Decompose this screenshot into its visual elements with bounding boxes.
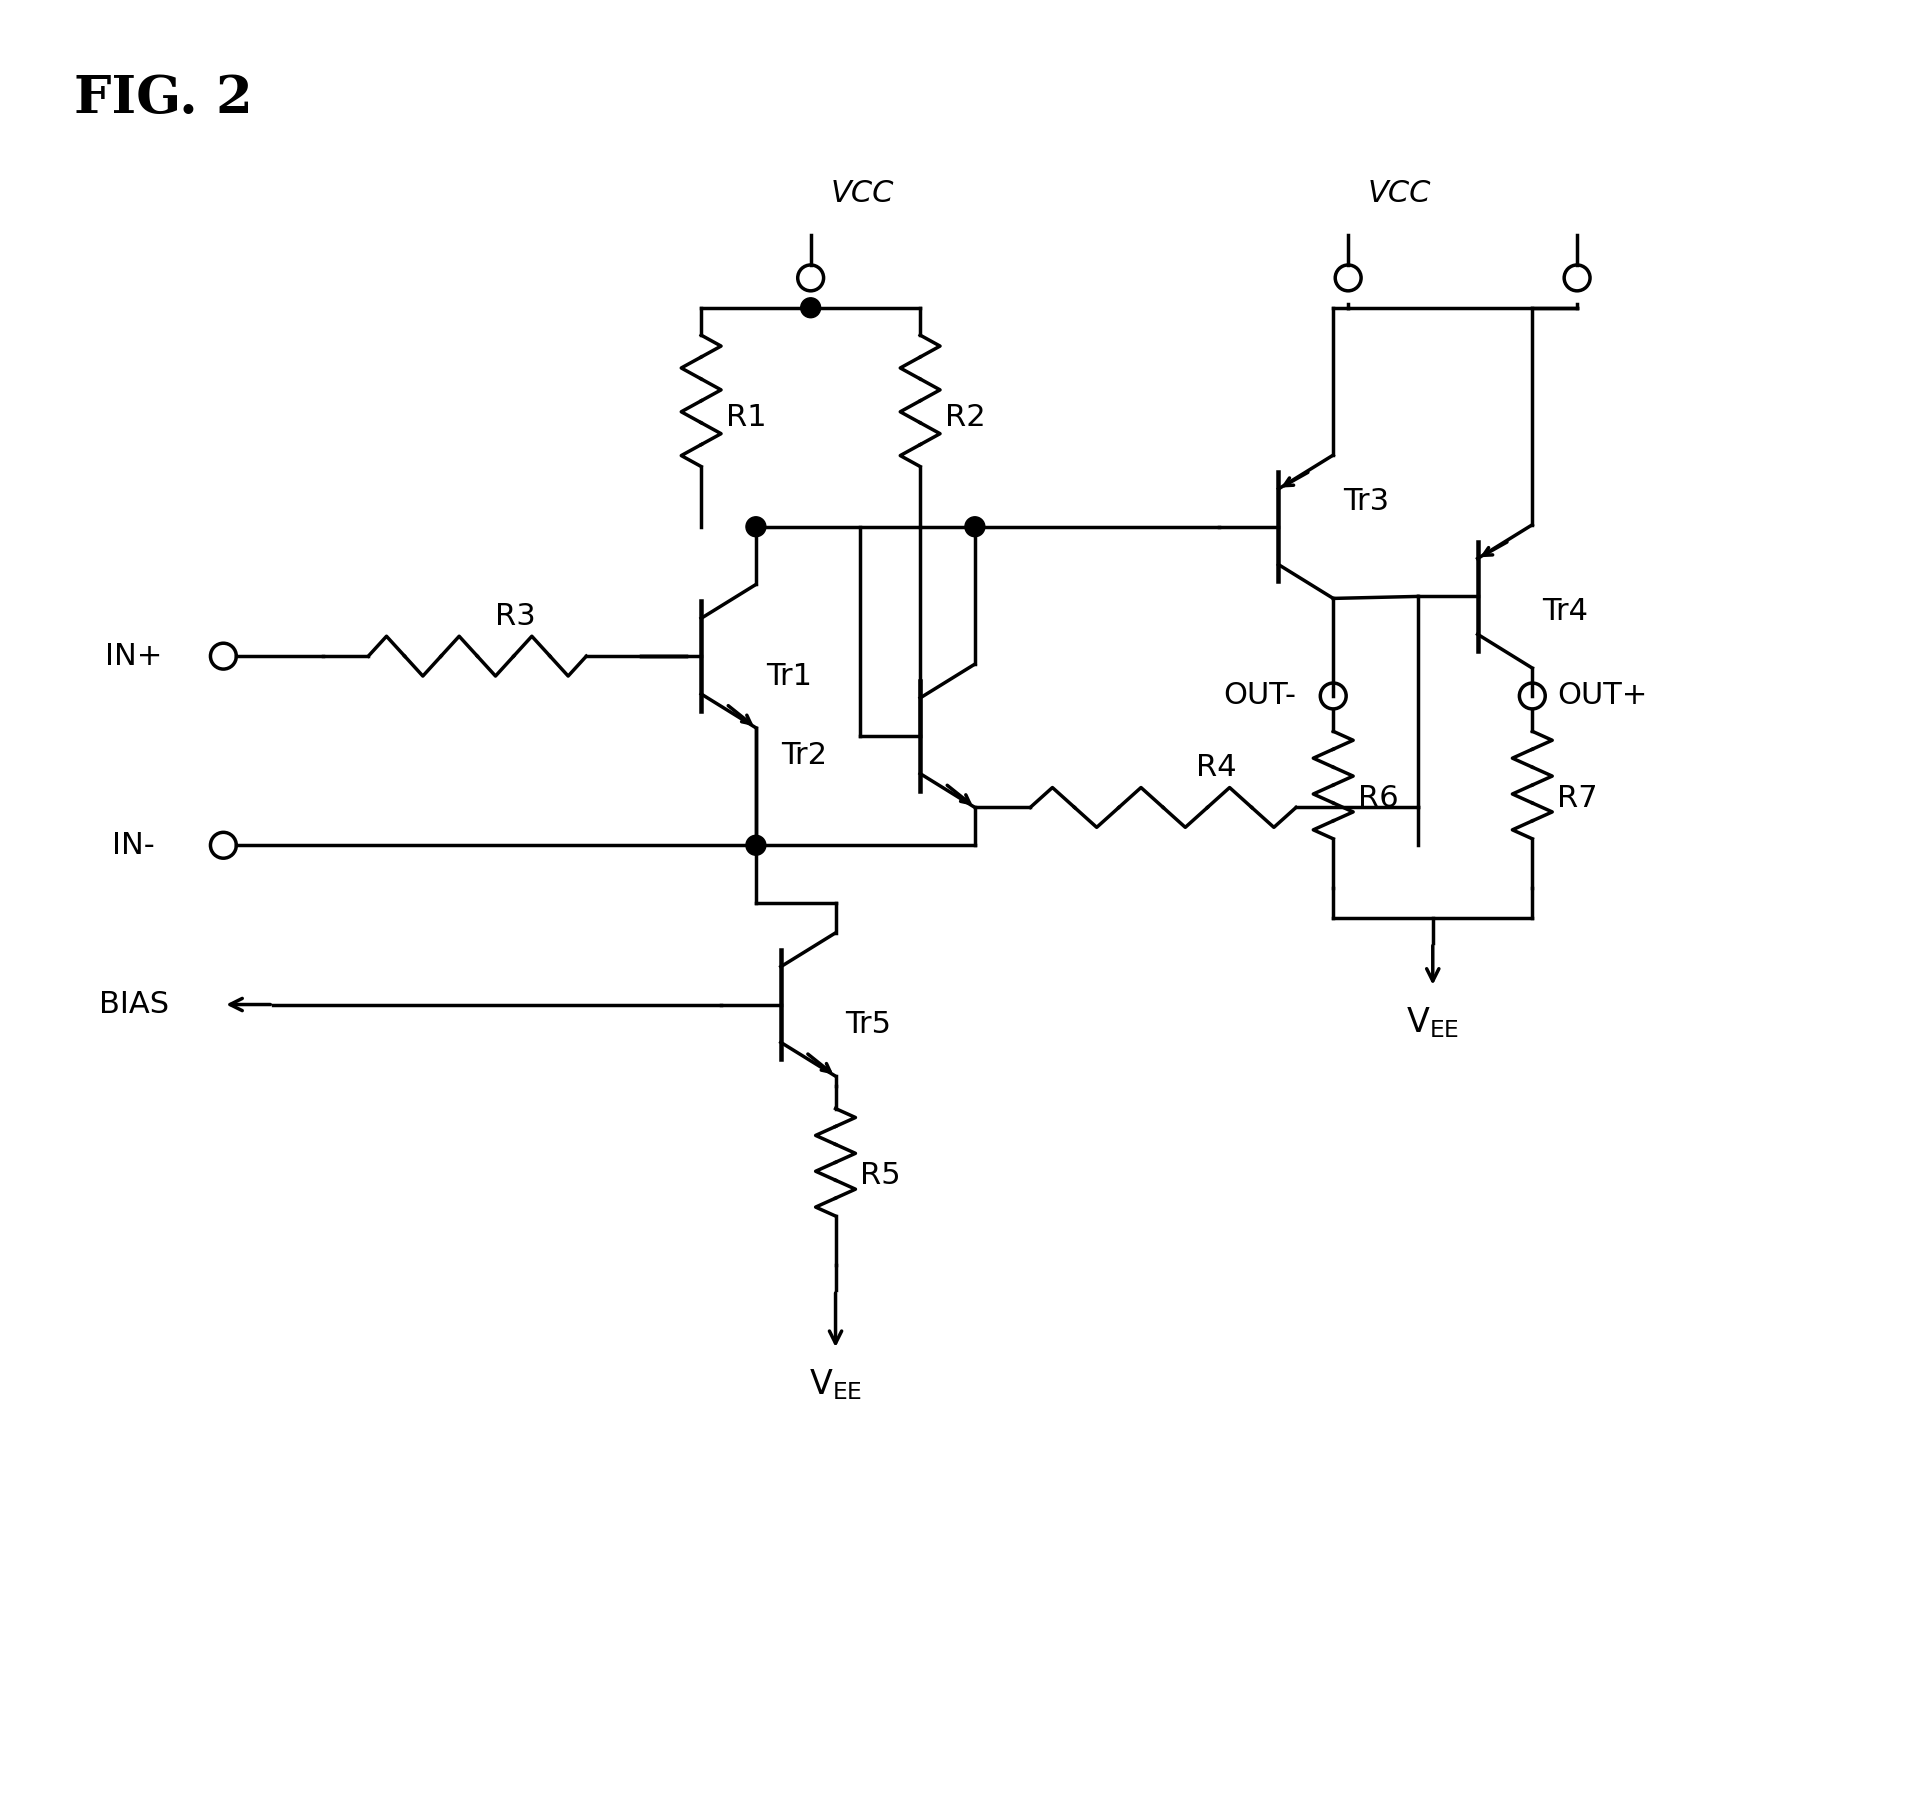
Text: Tr1: Tr1 — [766, 662, 812, 691]
Text: R5: R5 — [861, 1161, 901, 1189]
Circle shape — [800, 298, 821, 318]
Text: $\mathsf{V_{EE}}$: $\mathsf{V_{EE}}$ — [810, 1368, 863, 1402]
Text: IN+: IN+ — [105, 641, 162, 671]
Text: R2: R2 — [945, 403, 985, 431]
Text: VCC: VCC — [831, 179, 893, 208]
Text: Tr3: Tr3 — [1343, 487, 1389, 516]
Circle shape — [966, 516, 985, 536]
Text: IN-: IN- — [112, 830, 154, 859]
Text: Tr4: Tr4 — [1543, 597, 1589, 626]
Text: R6: R6 — [1358, 783, 1398, 812]
Circle shape — [747, 836, 766, 856]
Circle shape — [747, 516, 766, 536]
Text: Tr5: Tr5 — [846, 1011, 892, 1040]
Text: $\mathsf{V_{EE}}$: $\mathsf{V_{EE}}$ — [1406, 1005, 1459, 1040]
Text: R3: R3 — [495, 601, 535, 630]
Text: R1: R1 — [726, 403, 766, 431]
Text: R4: R4 — [1196, 753, 1236, 782]
Text: Tr2: Tr2 — [781, 742, 827, 771]
Text: OUT-: OUT- — [1223, 682, 1297, 711]
Text: VCC: VCC — [1368, 179, 1431, 208]
Text: OUT+: OUT+ — [1556, 682, 1648, 711]
Text: R7: R7 — [1556, 783, 1598, 812]
Text: FIG. 2: FIG. 2 — [74, 74, 253, 125]
Text: BIAS: BIAS — [99, 989, 170, 1020]
